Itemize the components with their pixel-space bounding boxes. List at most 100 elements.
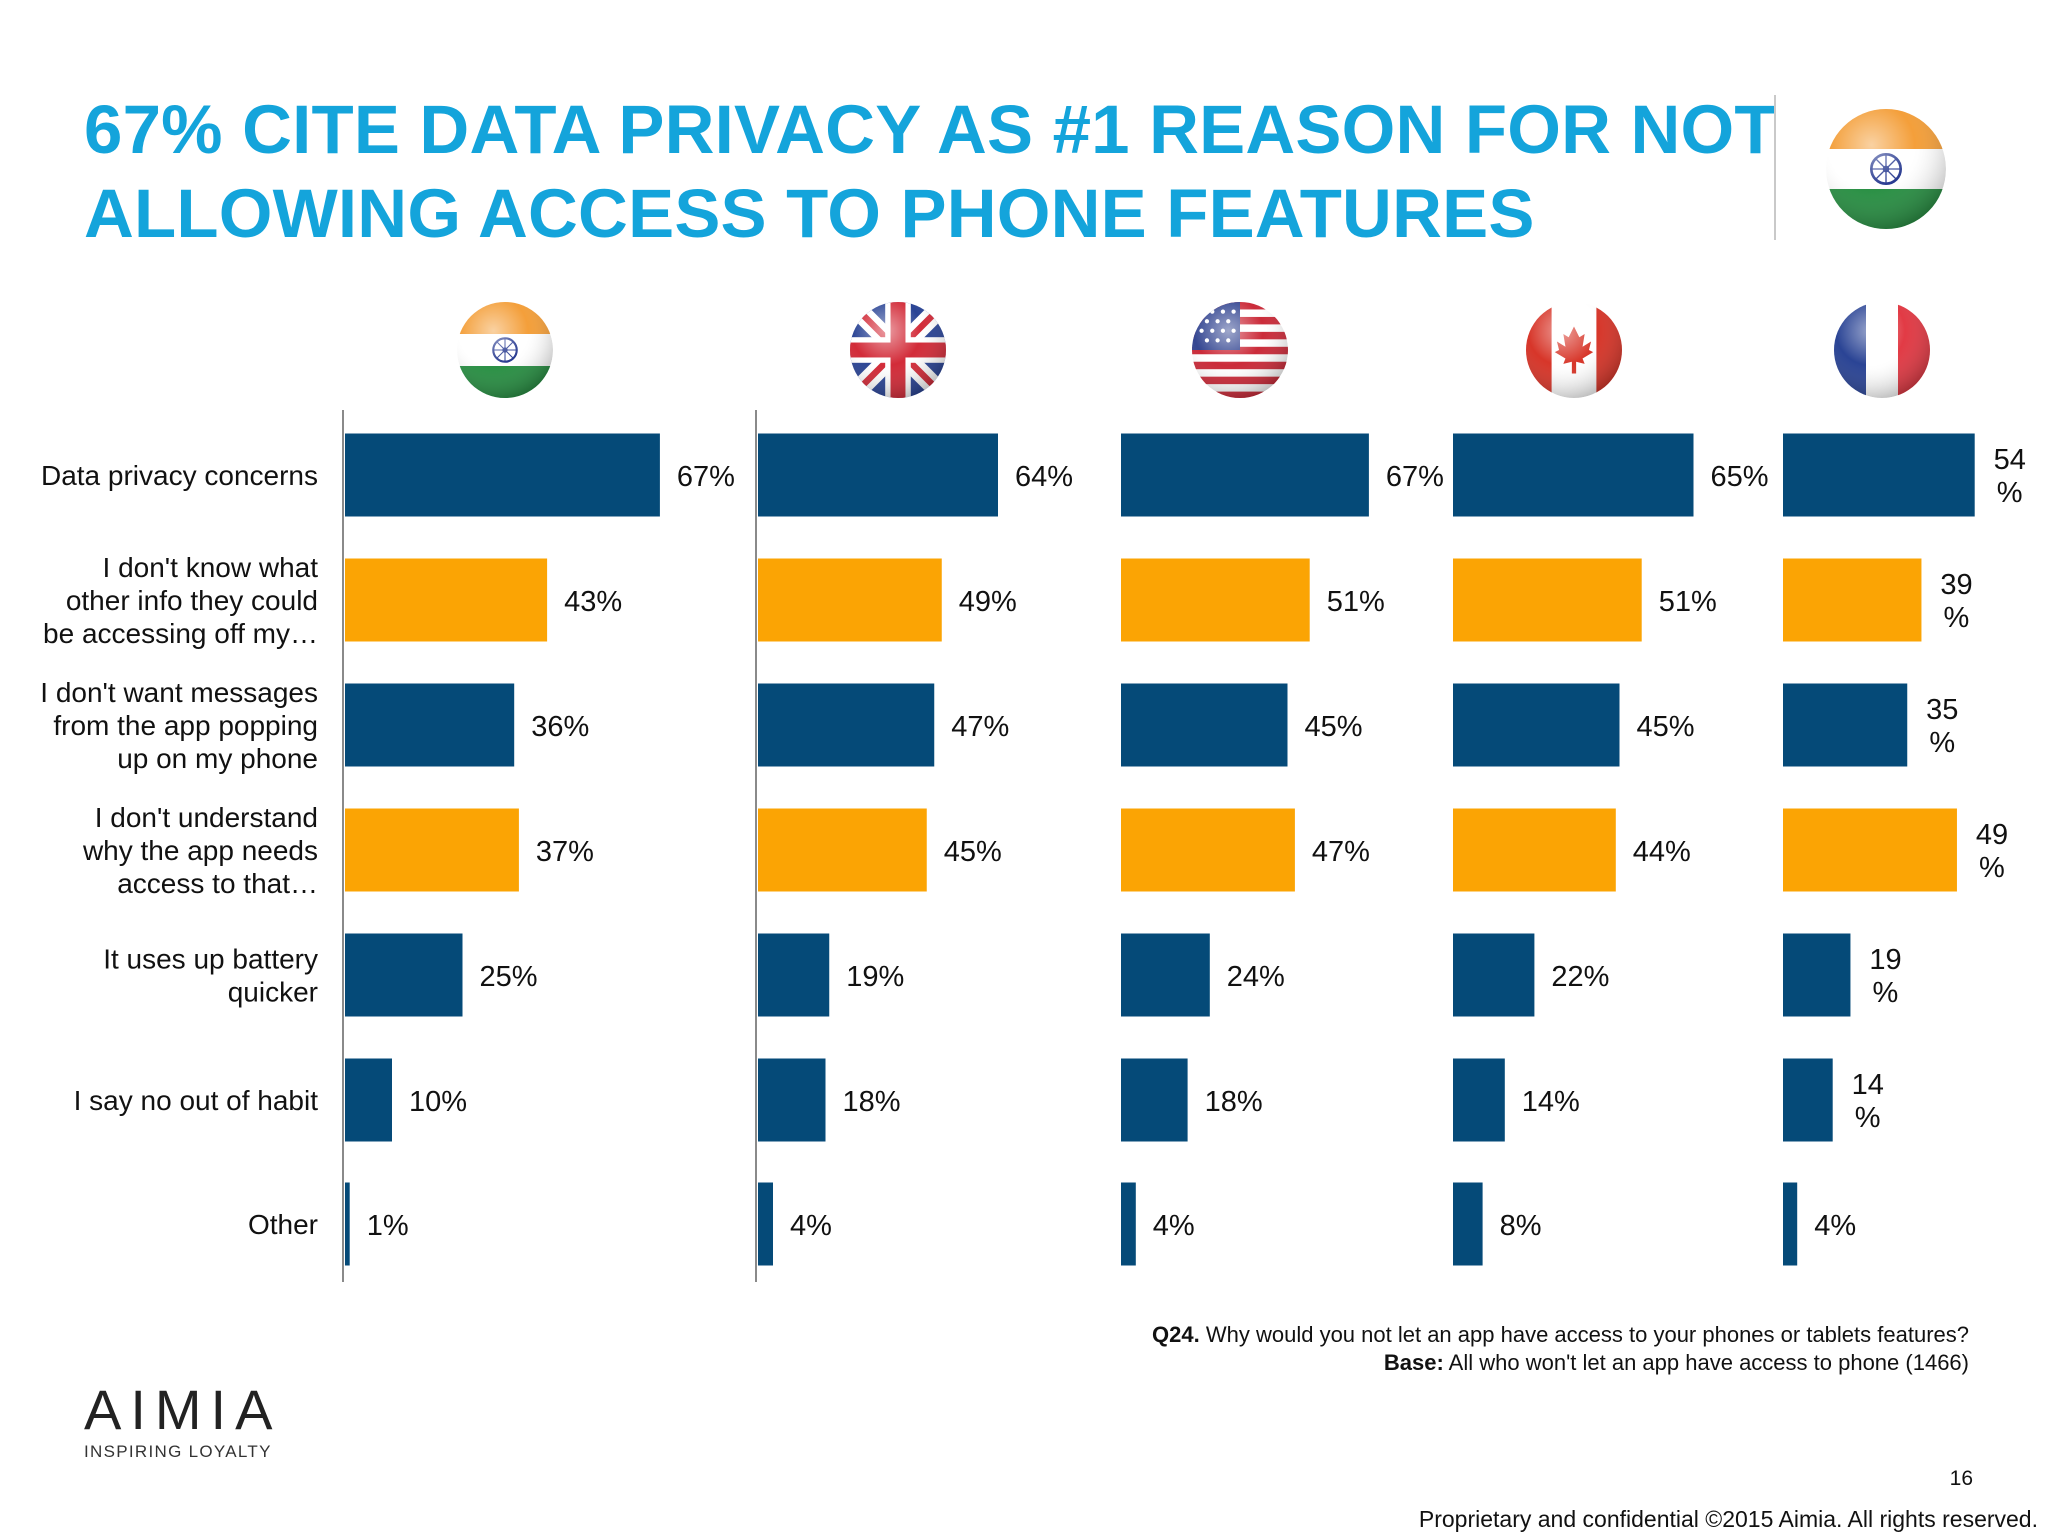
category-label: other info they could — [66, 585, 318, 616]
bar — [345, 1058, 392, 1142]
value-label: 18% — [1205, 1086, 1263, 1118]
question-label: Q24. — [1152, 1322, 1200, 1347]
value-label: 65% — [1711, 461, 1769, 493]
bar — [1783, 558, 1922, 642]
category-label: I don't want messages — [40, 677, 318, 708]
bar — [1453, 933, 1535, 1017]
bar — [1783, 933, 1851, 1017]
value-label: 24% — [1227, 961, 1285, 993]
value-label: 4% — [1814, 1210, 1856, 1242]
bar — [1453, 808, 1616, 892]
bar — [1121, 933, 1210, 1017]
bar — [1783, 808, 1957, 892]
aimia-logo: AIMIA INSPIRING LOYALTY — [84, 1382, 281, 1462]
page-number: 16 — [1949, 1467, 1973, 1490]
value-label: 54% — [1994, 444, 2026, 509]
bar — [1453, 1058, 1505, 1142]
usa-flag-icon — [1192, 302, 1288, 399]
canada-flag-icon — [1526, 302, 1622, 398]
bar — [1121, 433, 1369, 517]
bar — [758, 1182, 773, 1266]
value-label: 47% — [951, 711, 1009, 743]
page-title: 67% CITE DATA PRIVACY AS #1 REASON FOR N… — [84, 88, 1784, 256]
value-label: 43% — [564, 586, 622, 618]
category-label: I don't understand — [95, 802, 318, 833]
value-label: 25% — [480, 961, 538, 993]
category-label: be accessing off my… — [43, 618, 318, 649]
bar — [345, 433, 660, 517]
value-label: 22% — [1551, 961, 1609, 993]
category-label: I say no out of habit — [74, 1085, 319, 1116]
value-label: 18% — [843, 1086, 901, 1118]
value-label: 19% — [846, 961, 904, 993]
category-label: It uses up battery — [103, 944, 318, 975]
value-label: 8% — [1500, 1210, 1542, 1242]
india-flag-icon — [457, 302, 553, 398]
bar — [345, 683, 515, 767]
value-label: 44% — [1633, 836, 1691, 868]
bar — [1121, 683, 1288, 767]
category-label: why the app needs — [82, 835, 318, 866]
bar — [345, 558, 548, 642]
value-label: 45% — [1637, 711, 1695, 743]
value-label: 64% — [1015, 461, 1073, 493]
bar — [1453, 1182, 1483, 1266]
value-label: 67% — [1386, 461, 1444, 493]
value-label: 51% — [1659, 586, 1717, 618]
value-label: 47% — [1312, 836, 1370, 868]
category-label: from the app popping — [53, 710, 318, 741]
bar — [758, 808, 927, 892]
bar — [345, 1182, 350, 1266]
bar — [758, 933, 830, 1017]
value-label: 1% — [367, 1210, 409, 1242]
bar — [1453, 558, 1642, 642]
title-line-1: 67% CITE DATA PRIVACY AS #1 REASON FOR N… — [84, 91, 1777, 168]
value-label: 10% — [409, 1086, 467, 1118]
category-label: quicker — [228, 977, 318, 1008]
value-label: 51% — [1327, 586, 1385, 618]
value-label: 36% — [531, 711, 589, 743]
value-label: 45% — [944, 836, 1002, 868]
chart-layer: Data privacy concerns I don't know whatot… — [40, 297, 2026, 1282]
bar — [1783, 1058, 1833, 1142]
bar — [1453, 433, 1694, 517]
value-label: 14% — [1852, 1069, 1884, 1134]
title-divider — [1774, 95, 1776, 240]
question-line: Q24. Why would you not let an app have a… — [1152, 1321, 1969, 1349]
bar — [345, 808, 519, 892]
copyright-notice: Proprietary and confidential ©2015 Aimia… — [1418, 1506, 2038, 1532]
bar — [1121, 808, 1295, 892]
bar-chart: Data privacy concerns I don't know whatot… — [40, 0, 2026, 1282]
logo-wordmark: AIMIA — [84, 1378, 282, 1441]
base-text: All who won't let an app have access to … — [1443, 1350, 1969, 1375]
france-flag-icon — [1834, 302, 1930, 398]
value-label: 39% — [1940, 569, 1972, 634]
value-label: 49% — [959, 586, 1017, 618]
value-label: 49% — [1976, 819, 2008, 884]
value-label: 4% — [1153, 1210, 1195, 1242]
category-label: up on my phone — [117, 743, 318, 774]
value-label: 19% — [1869, 944, 1901, 1009]
base-label: Base: — [1383, 1350, 1444, 1375]
bar — [758, 683, 935, 767]
bar — [758, 1058, 826, 1142]
bar — [1783, 683, 1908, 767]
base-line: Base: All who won't let an app have acce… — [1152, 1349, 1969, 1377]
bar — [1783, 1182, 1798, 1266]
bar — [345, 933, 463, 1017]
value-label: 37% — [536, 836, 594, 868]
value-label: 67% — [677, 461, 735, 493]
value-label: 45% — [1305, 711, 1363, 743]
value-label: 35% — [1926, 694, 1958, 759]
bar — [1453, 683, 1620, 767]
value-label: 4% — [790, 1210, 832, 1242]
category-label: I don't know what — [103, 552, 319, 583]
question-text: Why would you not let an app have access… — [1199, 1322, 1969, 1347]
category-label: Other — [248, 1209, 318, 1240]
footnote: Q24. Why would you not let an app have a… — [1152, 1321, 1969, 1377]
header-india-flag-icon — [1826, 109, 1946, 229]
bar — [1121, 1182, 1136, 1266]
bar — [758, 558, 942, 642]
bar — [1121, 558, 1310, 642]
bar — [1783, 433, 1975, 517]
